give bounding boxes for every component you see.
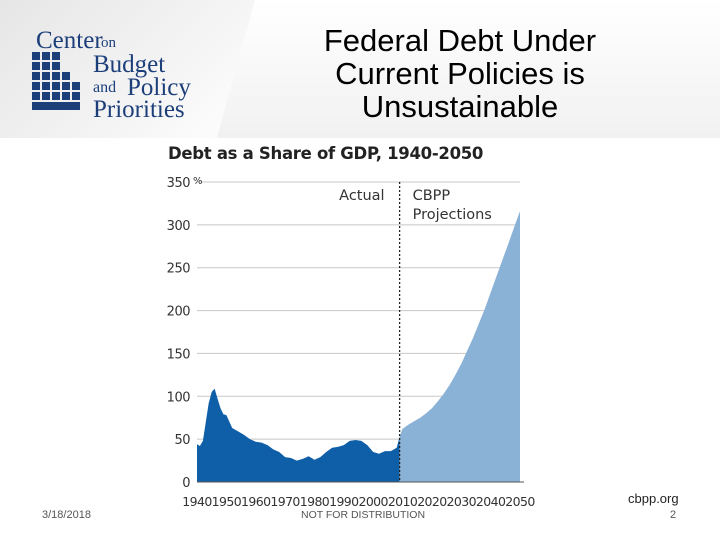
series-area-projection	[399, 211, 520, 482]
logo-word-center: Center	[36, 27, 103, 54]
slide-title-line-1: Federal Debt Under	[323, 23, 597, 58]
logo-word-priorities: Priorities	[93, 96, 185, 123]
x-tick-label-2040: 2040	[476, 494, 506, 509]
footer-distribution-note: NOT FOR DISTRIBUTION	[301, 509, 426, 521]
y-tick-label-250: 250	[167, 262, 191, 277]
x-tick-label-2030: 2030	[447, 494, 477, 509]
slide-title-line-3: Unsustainable	[361, 89, 559, 124]
y-tick-label-150: 150	[167, 347, 191, 362]
logo-word-policy: Policy	[127, 74, 191, 101]
logo-word-on: on	[101, 35, 116, 51]
x-tick-label-2010: 2010	[388, 494, 418, 509]
y-tick-label-200: 200	[167, 305, 191, 320]
annotation-projections: CBPP Projections	[413, 188, 492, 223]
y-unit-label: %	[193, 176, 203, 187]
annotation-projections-line-1: CBPP	[413, 188, 451, 204]
x-tick-label-1960: 1960	[241, 494, 271, 509]
y-tick-label-0: 0	[182, 476, 190, 491]
footer-url: cbpp.org	[628, 491, 679, 506]
x-tick-label-1990: 1990	[329, 494, 359, 509]
annotation-actual: Actual	[339, 188, 384, 204]
y-tick-label-300: 300	[167, 219, 191, 234]
x-tick-label-2020: 2020	[417, 494, 447, 509]
y-tick-label-350: 350	[167, 176, 191, 191]
series-area-actual	[197, 388, 400, 482]
x-tick-label-2050: 2050	[505, 494, 535, 509]
logo-word-budget: Budget	[93, 51, 166, 78]
slide-title: Federal Debt Under Current Policies is U…	[270, 24, 650, 123]
y-tick-label-50: 50	[174, 433, 190, 448]
annotation-projections-line-2: Projections	[413, 207, 492, 223]
footer-page-number: 2	[670, 509, 677, 521]
logo-grid-icon	[32, 52, 80, 110]
logo-word-and: and	[93, 79, 117, 96]
x-tick-label-1970: 1970	[270, 494, 300, 509]
x-tick-label-2000: 2000	[358, 494, 388, 509]
x-tick-label-1940: 1940	[182, 494, 212, 509]
footer-date: 3/18/2018	[42, 509, 91, 521]
slide-title-line-2: Current Policies is	[335, 56, 585, 91]
y-tick-label-100: 100	[167, 390, 191, 405]
x-tick-label-1950: 1950	[212, 494, 242, 509]
chart-title: Debt as a Share of GDP, 1940-2050	[168, 144, 484, 163]
x-tick-label-1980: 1980	[300, 494, 330, 509]
